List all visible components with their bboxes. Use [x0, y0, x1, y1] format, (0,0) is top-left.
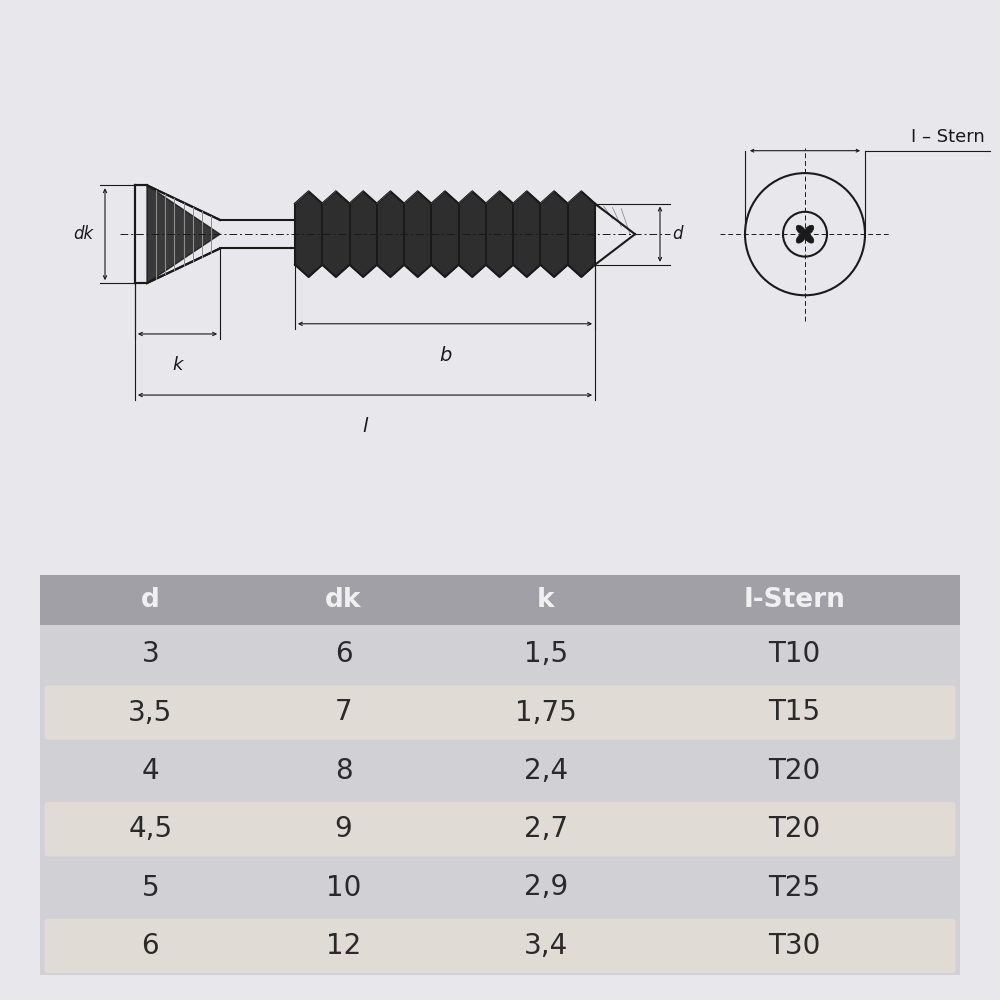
- Text: T20: T20: [768, 757, 821, 785]
- Text: 3,4: 3,4: [524, 932, 568, 960]
- Text: 4,5: 4,5: [128, 815, 172, 843]
- Polygon shape: [147, 185, 220, 283]
- Ellipse shape: [796, 225, 806, 235]
- Text: k: k: [537, 587, 555, 613]
- FancyBboxPatch shape: [40, 575, 960, 975]
- FancyBboxPatch shape: [45, 685, 955, 740]
- Text: 1,75: 1,75: [515, 698, 577, 726]
- FancyBboxPatch shape: [45, 802, 955, 856]
- Text: 10: 10: [326, 874, 361, 902]
- Text: 2,9: 2,9: [524, 874, 568, 902]
- Text: d: d: [141, 587, 160, 613]
- Text: 3: 3: [142, 640, 159, 668]
- Text: I-Stern: I-Stern: [743, 587, 845, 613]
- Text: 6: 6: [142, 932, 159, 960]
- FancyBboxPatch shape: [40, 575, 960, 625]
- Text: 1,5: 1,5: [524, 640, 568, 668]
- Ellipse shape: [804, 225, 814, 235]
- Text: l: l: [362, 417, 368, 436]
- Ellipse shape: [796, 234, 806, 243]
- Text: d: d: [672, 225, 683, 243]
- Text: dk: dk: [325, 587, 362, 613]
- Text: 8: 8: [335, 757, 352, 785]
- Text: 2,4: 2,4: [524, 757, 568, 785]
- Text: b: b: [439, 346, 451, 365]
- Text: T20: T20: [768, 815, 821, 843]
- Text: 2,7: 2,7: [524, 815, 568, 843]
- Text: k: k: [172, 356, 183, 374]
- Text: 4: 4: [142, 757, 159, 785]
- Text: T15: T15: [768, 698, 820, 726]
- Text: dk: dk: [73, 225, 93, 243]
- Text: 9: 9: [335, 815, 352, 843]
- Text: 12: 12: [326, 932, 361, 960]
- Text: T25: T25: [768, 874, 820, 902]
- Ellipse shape: [804, 234, 814, 243]
- Text: 6: 6: [335, 640, 352, 668]
- Text: I – Stern: I – Stern: [911, 128, 985, 146]
- Text: 5: 5: [142, 874, 159, 902]
- Text: T10: T10: [768, 640, 821, 668]
- Text: 3,5: 3,5: [128, 698, 173, 726]
- Polygon shape: [295, 191, 595, 277]
- Text: T30: T30: [768, 932, 821, 960]
- FancyBboxPatch shape: [45, 919, 955, 973]
- Text: 7: 7: [335, 698, 352, 726]
